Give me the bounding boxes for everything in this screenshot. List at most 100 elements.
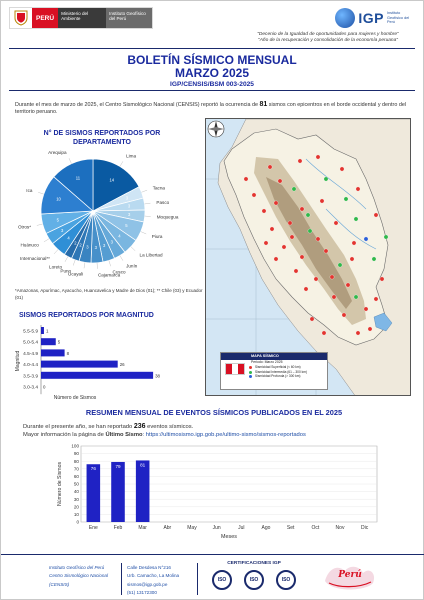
certifications: CERTIFICACIONES IGP ISO ISO ISO xyxy=(206,561,302,590)
epicenter-marker xyxy=(333,220,339,226)
month-ytick-label: 10 xyxy=(74,512,80,517)
cert-title: CERTIFICACIONES IGP xyxy=(227,561,281,566)
pie-footnote: *Amazonas, Apurímac, Ayacucho, Huancavel… xyxy=(15,288,203,300)
title-block: BOLETÍN SÍSMICO MENSUAL MARZO 2025 IGP/C… xyxy=(9,48,415,91)
pie-category-label: Junín xyxy=(126,263,138,268)
seismic-map: MAPA SÍSMICO Periodo: Marzo 2025 Sismici… xyxy=(205,118,411,396)
magnitude-tick-label: 5.0-5.4 xyxy=(23,340,38,346)
decenio-line-1: "Decenio de la Igualdad de oportunidades… xyxy=(257,32,399,37)
magnitude-tick-label: 5.5-5.9 xyxy=(23,329,38,335)
pie-category-label: Moquegua xyxy=(157,215,179,220)
ultimo-sismo-link[interactable]: : https://ultimosismo.igp.gob.pe/ultimo-… xyxy=(142,432,306,438)
pie-category-label: Cusco xyxy=(113,269,126,274)
summary-line-1-after: eventos sísmicos. xyxy=(145,424,194,430)
magnitude-tick-label: 3.0-3.4 xyxy=(23,385,38,391)
pie-value-label: 2 xyxy=(79,243,82,248)
magnitude-xlabel: Número de Sismos xyxy=(54,395,97,401)
epicenter-marker xyxy=(269,226,275,232)
legend-profunda: Sismicidad Profunda (> 300 km) xyxy=(221,374,327,379)
epicenter-marker xyxy=(321,330,327,336)
month-ytick-label: 0 xyxy=(76,520,79,525)
legend-period: Periodo: Marzo 2025 xyxy=(251,360,283,364)
month-tick-label: Jun xyxy=(213,525,221,531)
epicenter-marker xyxy=(281,244,287,250)
iso-badge-icon: ISO xyxy=(244,570,264,590)
epicenter-marker xyxy=(309,316,315,322)
intro-paragraph: Durante el mes de marzo de 2025, el Cent… xyxy=(15,101,413,116)
pie-category-label: Lima xyxy=(126,154,136,159)
month-tick-label: Abr xyxy=(163,525,171,531)
pie-leader-line xyxy=(38,192,44,195)
pie-category-label: Arequipa xyxy=(48,150,67,155)
month-bar xyxy=(111,461,125,522)
epicenter-marker xyxy=(303,286,309,292)
pie-category-label: Piura xyxy=(152,234,163,239)
month-bar xyxy=(86,464,101,522)
igp-subtitle: Instituto Geofísico del Perú xyxy=(387,11,410,25)
magnitude-bar xyxy=(41,360,118,368)
legend-title: MAPA SÍSMICO xyxy=(221,353,327,360)
footer-contact: Calle Desdesa N°216 Urb. Camacho, La Mol… xyxy=(127,564,193,598)
month-tick-label: Set xyxy=(287,525,295,531)
epicenter-marker xyxy=(339,166,345,172)
pie-leader-line xyxy=(64,256,69,262)
footer: Instituto Geofísico del Perú Centro Sism… xyxy=(1,554,424,600)
magnitude-value-label: 5 xyxy=(58,340,61,345)
footer-email[interactable]: sismos@igp.gob.pe xyxy=(127,581,168,587)
footer-phone: (51) 13172300 xyxy=(127,590,157,596)
magnitude-tick-label: 3.5-3.9 xyxy=(23,373,38,379)
pie-value-label: 3 xyxy=(128,212,131,217)
pie-category-label: Tacna xyxy=(153,185,166,190)
peru-label: PERÚ xyxy=(32,8,59,28)
epicenter-marker xyxy=(293,268,299,274)
month-ytick-label: 60 xyxy=(74,474,80,479)
magnitude-value-label: 8 xyxy=(67,351,70,356)
magnitude-tick-label: 4.0-4.4 xyxy=(23,362,38,368)
magnitude-bar xyxy=(41,349,65,357)
bulletin-title: BOLETÍN SÍSMICO MENSUAL xyxy=(127,53,297,67)
pie-value-label: 3 xyxy=(103,243,106,248)
pie-leader-line xyxy=(108,260,111,267)
summary-line-2: Mayor información la página de Último Si… xyxy=(23,431,413,439)
epicenter-marker xyxy=(263,240,269,246)
epicenter-marker xyxy=(299,254,305,260)
magnitude-ylabel: Magnitud xyxy=(15,351,21,372)
bulletin-period: MARZO 2025 xyxy=(174,66,250,80)
pie-value-label: 3 xyxy=(111,240,114,245)
intro-before: Durante el mes de marzo de 2025, el Cent… xyxy=(15,102,260,108)
map-canvas xyxy=(206,119,410,395)
month-tick-label: Nov xyxy=(336,525,345,531)
magnitude-tick-label: 4.5-4.9 xyxy=(23,351,38,357)
peru-brand-text: Perú xyxy=(337,569,362,580)
pie-leader-line xyxy=(141,189,148,193)
monthly-bar-chart: 0 10 20 30 40 50 60 70 80 90 100 Ene 76 Feb 79 Mar 81 Abr… xyxy=(57,444,378,540)
pie-leader-line xyxy=(73,259,76,266)
pie-category-label: Pasco xyxy=(156,200,169,205)
month-ytick-label: 70 xyxy=(74,466,80,471)
pie-value-label: 4 xyxy=(67,235,70,240)
footer-institution-line: Centro Sismológico Nacional xyxy=(49,573,108,579)
magnitude-value-label: 0 xyxy=(43,385,46,390)
epicenter-marker xyxy=(353,216,359,222)
epicenter-marker xyxy=(323,248,329,254)
month-bar xyxy=(135,460,150,522)
pie-chart-title: N° DE SISMOS REPORTADOS POR DEPARTAMENTO xyxy=(43,130,161,146)
footer-divider xyxy=(197,563,198,595)
magnitude-bar xyxy=(41,371,154,379)
epicenter-marker xyxy=(373,212,379,218)
epicenter-marker xyxy=(291,186,297,192)
summary-line-2-before: Mayor información la página de xyxy=(23,432,106,438)
shield-icon xyxy=(10,8,32,28)
iso-badge-icon: ISO xyxy=(276,570,296,590)
pie-leader-line xyxy=(130,246,136,251)
government-logo: PERÚ Ministerio del Ambiente Instituto G… xyxy=(9,7,154,29)
pie-value-label: 3 xyxy=(95,245,98,250)
month-tick-label: Dic xyxy=(361,525,369,531)
pie-leader-line xyxy=(144,215,151,217)
bulletin-code: IGP/CENSIS/BSM 003-2025 xyxy=(170,81,254,88)
epicenter-marker xyxy=(363,306,369,312)
magnitude-bar xyxy=(41,327,44,334)
month-tick-label: Oct xyxy=(311,525,319,531)
pie-category-label: Puno xyxy=(60,269,71,274)
